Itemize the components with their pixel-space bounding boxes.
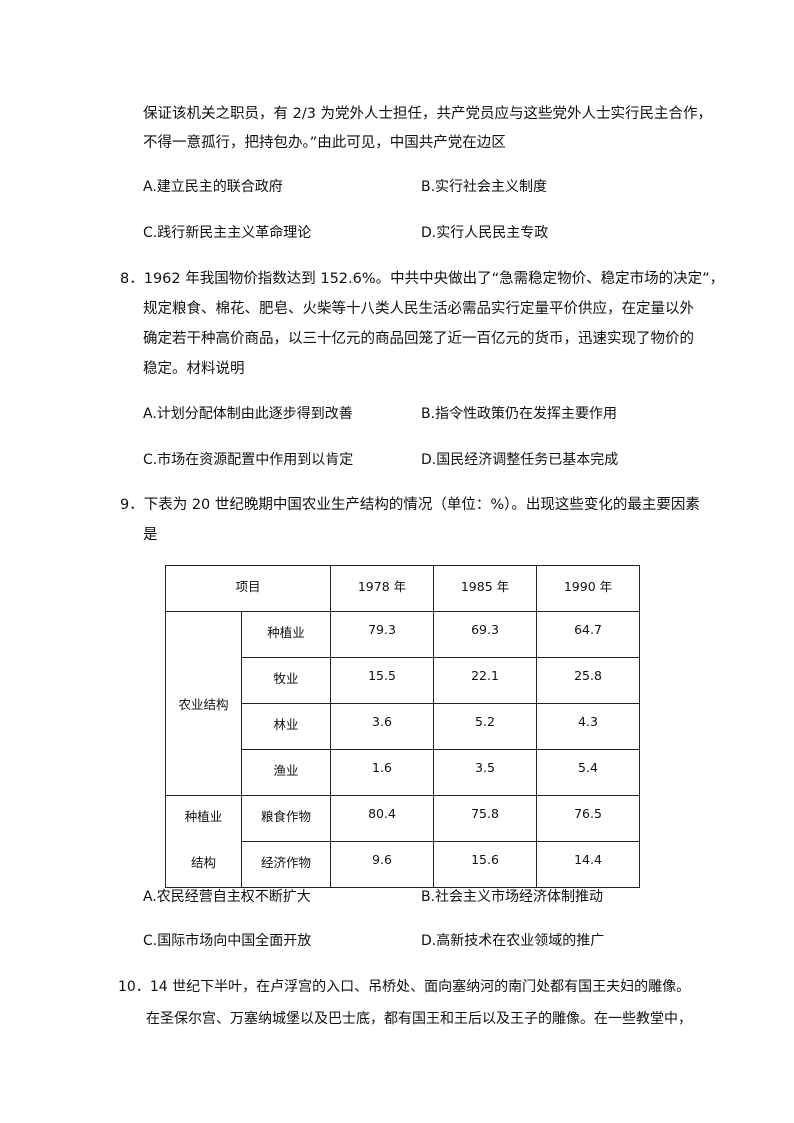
q8-option-c[interactable]: C.市场在资源配置中作用到以肯定 xyxy=(143,452,354,468)
header-cell: 1990 年 xyxy=(536,565,640,612)
cell: 76.5 xyxy=(536,795,640,842)
cell: 9.6 xyxy=(330,841,434,888)
group-label: 农业结构 xyxy=(165,611,242,796)
cell: 1.6 xyxy=(330,749,434,796)
row-label: 种植业 xyxy=(241,611,331,658)
header-cell: 1985 年 xyxy=(433,565,537,612)
cell: 14.4 xyxy=(536,841,640,888)
cell: 80.4 xyxy=(330,795,434,842)
q8-line: 8．1962 年我国物价指数达到 152.6%。中共中央做出了“急需稳定物价、稳… xyxy=(120,271,725,287)
q9-line: 9．下表为 20 世纪晚期中国农业生产结构的情况（单位：%）。出现这些变化的最主… xyxy=(120,497,700,513)
cell: 79.3 xyxy=(330,611,434,658)
q7-option-c[interactable]: C.践行新民主主义革命理论 xyxy=(143,225,312,241)
q8-line: 稳定。材料说明 xyxy=(143,361,245,377)
cell: 3.5 xyxy=(433,749,537,796)
q7-line: 保证该机关之职员，有 2/3 为党外人士担任，共产党员应与这些党外人士实行民主合… xyxy=(143,106,713,122)
q8-option-a[interactable]: A.计划分配体制由此逐步得到改善 xyxy=(143,406,353,422)
cell: 5.4 xyxy=(536,749,640,796)
q7-option-a[interactable]: A.建立民主的联合政府 xyxy=(143,179,283,195)
q9-option-b[interactable]: B.社会主义市场经济体制推动 xyxy=(421,889,604,905)
agriculture-structure-table: 项目 1978 年 1985 年 1990 年 农业结构 种植业 79.3 69… xyxy=(165,565,640,888)
cell: 64.7 xyxy=(536,611,640,658)
cell: 15.5 xyxy=(330,657,434,704)
row-label: 粮食作物 xyxy=(241,795,331,842)
header-cell: 项目 xyxy=(165,565,331,612)
q8-option-b[interactable]: B.指令性政策仍在发挥主要作用 xyxy=(421,406,618,422)
row-label: 牧业 xyxy=(241,657,331,704)
table-row: 渔业 1.6 3.5 5.4 xyxy=(166,749,640,796)
cell: 25.8 xyxy=(536,657,640,704)
table-row: 农业结构 种植业 79.3 69.3 64.7 xyxy=(165,611,640,796)
cell: 75.8 xyxy=(433,795,537,842)
cell: 15.6 xyxy=(433,841,537,888)
table-row: 种植业 粮食作物 80.4 75.8 76.5 xyxy=(165,795,640,842)
q8-line: 确定若干种高价商品，以三十亿元的商品回笼了近一百亿元的货币，迅速实现了物价的 xyxy=(143,331,694,347)
row-label: 经济作物 xyxy=(241,841,331,888)
row-label: 渔业 xyxy=(241,749,331,796)
q7-line: 不得一意孤行，把持包办。”由此可见，中国共产党在边区 xyxy=(143,135,506,151)
q10-line: 在圣保尔宫、万塞纳城堡以及巴士底，都有国王和王后以及王子的雕像。在一些教堂中， xyxy=(146,1011,692,1027)
table-header-row: 项目 1978 年 1985 年 1990 年 xyxy=(165,565,640,612)
group-label-line2: 结构 xyxy=(165,841,242,888)
table-row: 结构 经济作物 9.6 15.6 14.4 xyxy=(165,841,640,888)
cell: 22.1 xyxy=(433,657,537,704)
cell: 69.3 xyxy=(433,611,537,658)
q9-option-d[interactable]: D.高新技术在农业领域的推广 xyxy=(421,933,605,949)
q9-option-c[interactable]: C.国际市场向中国全面开放 xyxy=(143,933,312,949)
q8-line: 规定粮食、棉花、肥皂、火柴等十八类人民生活必需品实行定量平价供应，在定量以外 xyxy=(143,301,694,317)
q9-option-a[interactable]: A.农民经营自主权不断扩大 xyxy=(143,889,311,905)
group-label-line1: 种植业 xyxy=(165,795,242,842)
q7-option-d[interactable]: D.实行人民民主专政 xyxy=(421,225,549,241)
q9-line: 是 xyxy=(143,527,158,543)
cell: 4.3 xyxy=(536,703,640,750)
cell: 3.6 xyxy=(330,703,434,750)
q7-option-b[interactable]: B.实行社会主义制度 xyxy=(421,179,548,195)
cell: 5.2 xyxy=(433,703,537,750)
header-cell: 1978 年 xyxy=(330,565,434,612)
table-row: 牧业 15.5 22.1 25.8 xyxy=(166,657,640,704)
q8-option-d[interactable]: D.国民经济调整任务已基本完成 xyxy=(421,452,619,468)
q10-line: 10．14 世纪下半叶，在卢浮宫的入口、吊桥处、面向塞纳河的南门处都有国王夫妇的… xyxy=(118,979,691,995)
row-label: 林业 xyxy=(241,703,331,750)
